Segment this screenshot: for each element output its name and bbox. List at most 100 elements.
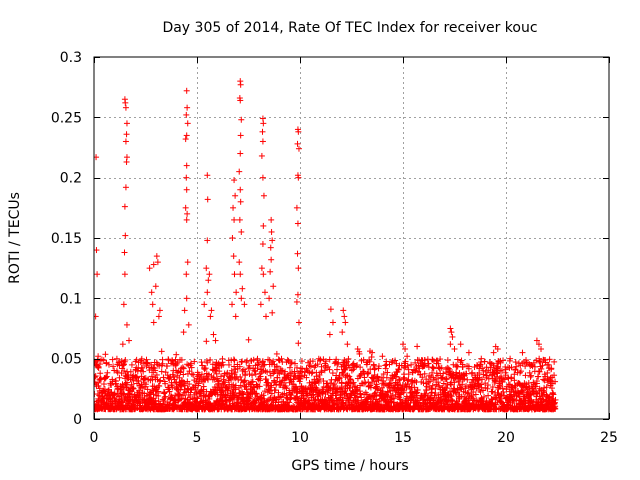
data-point	[238, 295, 245, 302]
data-point	[180, 365, 187, 372]
data-point	[270, 283, 277, 290]
data-point	[260, 120, 267, 127]
data-point	[152, 367, 159, 374]
data-point	[465, 349, 472, 356]
data-point	[128, 381, 135, 388]
data-point	[294, 250, 301, 257]
data-point	[122, 138, 129, 145]
data-point	[188, 371, 195, 378]
data-point	[258, 152, 265, 159]
data-point	[454, 356, 461, 363]
x-tick-label: 5	[193, 430, 202, 446]
data-point	[203, 338, 210, 345]
data-point	[127, 368, 134, 375]
data-point	[191, 358, 198, 365]
data-point	[111, 367, 118, 374]
data-point	[257, 301, 264, 308]
data-point	[447, 325, 454, 332]
data-point	[123, 158, 130, 165]
data-point	[162, 380, 169, 387]
data-point	[116, 374, 123, 381]
data-point	[237, 150, 244, 157]
data-point	[183, 271, 190, 278]
data-point	[295, 340, 302, 347]
data-point	[295, 145, 302, 152]
data-point	[183, 186, 190, 193]
data-point	[175, 396, 182, 403]
data-point	[157, 377, 164, 384]
data-point	[94, 271, 101, 278]
data-point	[182, 136, 189, 143]
data-point	[98, 376, 105, 383]
data-point	[207, 356, 214, 363]
data-point	[158, 348, 165, 355]
data-point	[447, 341, 454, 348]
data-point	[170, 373, 177, 380]
data-point	[238, 228, 245, 235]
data-point	[344, 341, 351, 348]
data-point	[245, 336, 252, 343]
data-point	[259, 241, 266, 248]
data-point	[194, 395, 201, 402]
data-point	[203, 265, 210, 272]
y-tick-label: 0.1	[60, 291, 82, 307]
data-point	[197, 373, 204, 380]
data-point	[326, 331, 333, 338]
data-point	[121, 367, 128, 374]
data-point	[263, 313, 270, 320]
data-point	[96, 392, 103, 399]
data-point	[156, 307, 163, 314]
data-point	[287, 395, 294, 402]
data-point	[258, 265, 265, 272]
data-point	[96, 385, 103, 392]
data-point	[451, 346, 458, 353]
data-point	[198, 359, 205, 366]
data-point	[158, 368, 165, 375]
data-point	[183, 295, 190, 302]
x-tick-label: 0	[90, 430, 99, 446]
data-point	[142, 399, 149, 406]
data-point	[527, 373, 534, 380]
data-point	[102, 351, 109, 358]
data-point	[260, 271, 267, 278]
data-point	[183, 87, 190, 94]
data-point	[268, 216, 275, 223]
data-point	[158, 362, 165, 369]
data-point	[155, 392, 162, 399]
data-point	[139, 364, 146, 371]
data-point	[371, 366, 378, 373]
data-point	[148, 365, 155, 372]
data-point	[172, 362, 179, 369]
data-series-roti	[94, 78, 559, 413]
data-point	[257, 366, 264, 373]
data-point	[184, 385, 191, 392]
y-tick-label: 0.05	[51, 352, 82, 368]
data-point	[166, 388, 173, 395]
data-point	[237, 198, 244, 205]
data-point	[137, 402, 144, 409]
data-point	[140, 368, 147, 375]
data-point	[434, 357, 441, 364]
data-point	[122, 104, 129, 111]
data-point	[169, 384, 176, 391]
data-point	[161, 389, 168, 396]
data-point	[144, 386, 151, 393]
data-point	[136, 388, 143, 395]
data-point	[236, 168, 243, 175]
data-point	[155, 313, 162, 320]
x-tick-label: 20	[497, 430, 515, 446]
data-point	[259, 174, 266, 181]
data-point	[519, 349, 526, 356]
data-point	[485, 392, 492, 399]
data-point	[121, 203, 128, 210]
data-point	[237, 271, 244, 278]
data-point	[103, 373, 110, 380]
data-point	[232, 313, 239, 320]
data-point	[184, 104, 191, 111]
data-point	[184, 210, 191, 217]
y-tick-label: 0.2	[60, 171, 82, 187]
data-point	[161, 394, 168, 401]
data-point	[183, 174, 190, 181]
data-point	[188, 364, 195, 371]
data-point	[241, 301, 248, 308]
